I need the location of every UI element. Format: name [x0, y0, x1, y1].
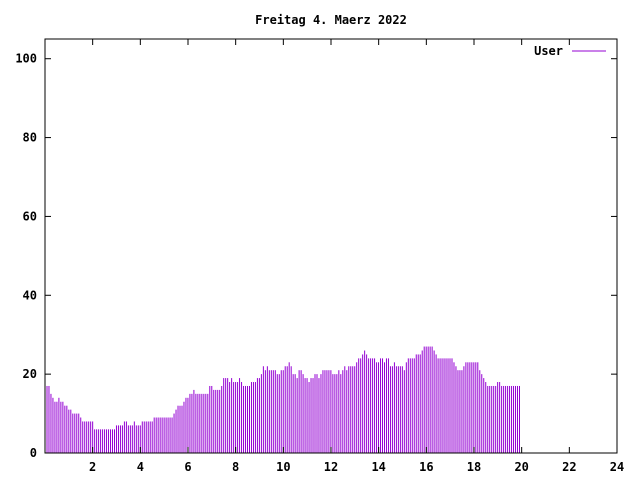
y-tick-label: 20: [23, 367, 37, 381]
x-tick-label: 6: [184, 460, 191, 474]
chart-title: Freitag 4. Maerz 2022: [255, 13, 407, 27]
bar-series-user: [44, 346, 520, 453]
y-tick-label: 40: [23, 288, 37, 302]
y-tick-label: 0: [30, 446, 37, 460]
x-tick-label: 24: [610, 460, 624, 474]
x-tick-label: 10: [276, 460, 290, 474]
y-tick-label: 60: [23, 209, 37, 223]
x-tick-label: 8: [232, 460, 239, 474]
x-tick-label: 4: [137, 460, 144, 474]
x-tick-label: 18: [467, 460, 481, 474]
x-tick-label: 20: [514, 460, 528, 474]
x-tick-label: 12: [324, 460, 338, 474]
y-tick-label: 80: [23, 131, 37, 145]
x-tick-label: 22: [562, 460, 576, 474]
x-tick-label: 14: [371, 460, 385, 474]
x-tick-label: 16: [419, 460, 433, 474]
y-tick-label: 100: [15, 52, 37, 66]
legend-label-user: User: [534, 44, 563, 58]
x-tick-label: 2: [89, 460, 96, 474]
legend: User: [534, 44, 606, 58]
